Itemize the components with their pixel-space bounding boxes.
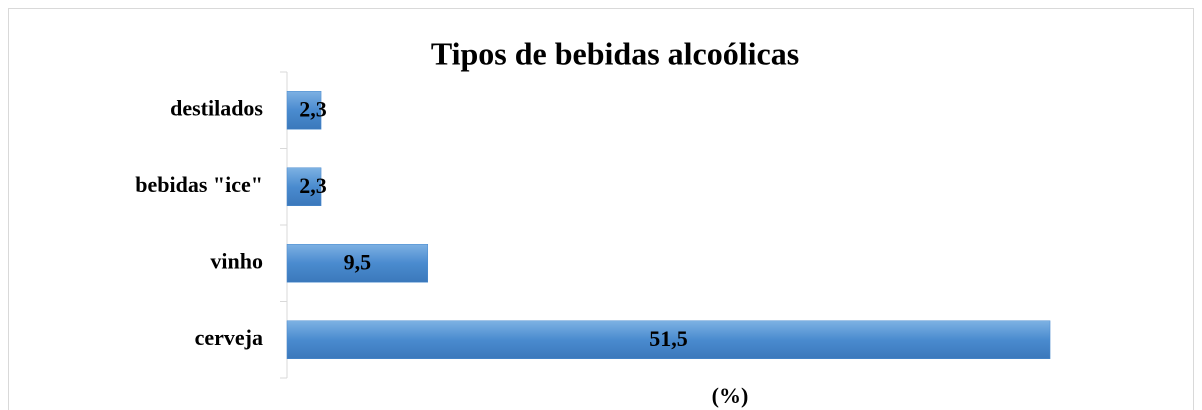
y-tick-label: cerveja (195, 325, 263, 350)
bar (286, 167, 322, 206)
y-tick-label: vinho (210, 248, 263, 273)
y-tick-label: bebidas "ice" (135, 172, 263, 197)
y-tick-label: destilados (170, 95, 263, 120)
chart-title: Tipos de bebidas alcoólicas (431, 35, 799, 71)
bar (286, 320, 1051, 359)
data-label: 2,3 (299, 173, 327, 198)
data-label: 9,5 (344, 249, 372, 274)
data-label: 51,5 (649, 326, 688, 351)
bar (286, 244, 429, 283)
bar (286, 91, 322, 130)
x-axis-label: (%) (712, 383, 749, 408)
data-label: 2,3 (299, 96, 327, 121)
